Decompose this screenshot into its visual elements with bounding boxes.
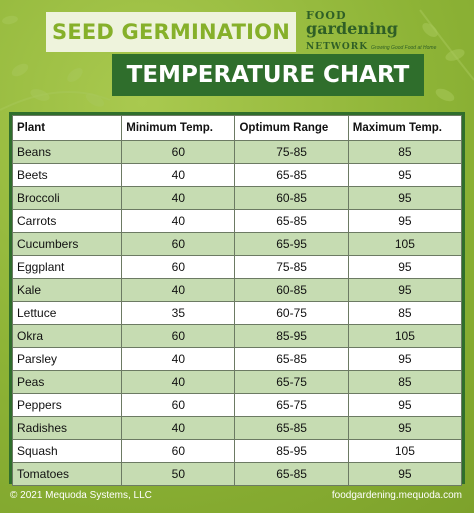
- cell-min-temp: 60: [121, 255, 236, 279]
- table-row: Tomatoes 50 65-85 95: [11, 462, 463, 486]
- cell-plant: Tomatoes: [11, 462, 123, 486]
- table-row: Beans 60 75-85 85: [11, 140, 463, 164]
- cell-optimum-range: 65-95: [234, 232, 349, 256]
- cell-plant: Eggplant: [11, 255, 123, 279]
- cell-min-temp: 60: [121, 439, 236, 463]
- cell-max-temp: 95: [347, 393, 463, 417]
- cell-max-temp: 85: [347, 370, 463, 394]
- cell-min-temp: 40: [121, 278, 236, 302]
- table-row: Cucumbers 60 65-95 105: [11, 232, 463, 256]
- cell-min-temp: 60: [121, 140, 236, 164]
- cell-max-temp: 95: [347, 209, 463, 233]
- cell-plant: Kale: [11, 278, 123, 302]
- cell-plant: Peas: [11, 370, 123, 394]
- cell-optimum-range: 85-95: [234, 439, 349, 463]
- cell-optimum-range: 65-75: [234, 370, 349, 394]
- table-row: Lettuce 35 60-75 85: [11, 301, 463, 325]
- table-row: Squash 60 85-95 105: [11, 439, 463, 463]
- cell-min-temp: 60: [121, 232, 236, 256]
- cell-optimum-range: 60-85: [234, 278, 349, 302]
- cell-plant: Lettuce: [11, 301, 123, 325]
- cell-plant: Beans: [11, 140, 123, 164]
- cell-plant: Peppers: [11, 393, 123, 417]
- table-header-row: Plant Minimum Temp. Optimum Range Maximu…: [11, 115, 463, 141]
- title-temperature-chart: TEMPERATURE CHART: [112, 54, 424, 96]
- cell-max-temp: 105: [347, 232, 463, 256]
- cell-optimum-range: 60-75: [234, 301, 349, 325]
- cell-min-temp: 40: [121, 163, 236, 187]
- logo-line-gardening: gardening: [306, 19, 398, 38]
- column-header-minimum-temp: Minimum Temp.: [121, 115, 236, 141]
- cell-min-temp: 40: [121, 347, 236, 371]
- cell-max-temp: 95: [347, 416, 463, 440]
- column-header-plant: Plant: [11, 115, 123, 141]
- cell-min-temp: 60: [121, 324, 236, 348]
- column-header-maximum-temp: Maximum Temp.: [347, 115, 463, 141]
- cell-optimum-range: 65-85: [234, 462, 349, 486]
- table-row: Beets 40 65-85 95: [11, 163, 463, 187]
- cell-optimum-range: 85-95: [234, 324, 349, 348]
- cell-optimum-range: 65-75: [234, 393, 349, 417]
- logo-line-food: FOOD: [306, 9, 347, 22]
- cell-optimum-range: 65-85: [234, 209, 349, 233]
- cell-max-temp: 95: [347, 347, 463, 371]
- cell-min-temp: 40: [121, 186, 236, 210]
- cell-plant: Cucumbers: [11, 232, 123, 256]
- cell-max-temp: 95: [347, 186, 463, 210]
- cell-plant: Squash: [11, 439, 123, 463]
- cell-plant: Broccoli: [11, 186, 123, 210]
- cell-optimum-range: 65-85: [234, 347, 349, 371]
- table-row: Peas 40 65-75 85: [11, 370, 463, 394]
- table-row: Eggplant 60 75-85 95: [11, 255, 463, 279]
- cell-plant: Okra: [11, 324, 123, 348]
- cell-max-temp: 95: [347, 163, 463, 187]
- cell-min-temp: 35: [121, 301, 236, 325]
- table-row: Peppers 60 65-75 95: [11, 393, 463, 417]
- cell-optimum-range: 65-85: [234, 163, 349, 187]
- germination-table: Plant Minimum Temp. Optimum Range Maximu…: [11, 115, 463, 486]
- cell-min-temp: 40: [121, 416, 236, 440]
- cell-plant: Carrots: [11, 209, 123, 233]
- cell-max-temp: 95: [347, 278, 463, 302]
- copyright-text: © 2021 Mequoda Systems, LLC: [10, 490, 152, 501]
- cell-plant: Radishes: [11, 416, 123, 440]
- table-row: Broccoli 40 60-85 95: [11, 186, 463, 210]
- cell-plant: Parsley: [11, 347, 123, 371]
- food-gardening-network-logo: FOOD gardening NETWORK Growing Good Food …: [306, 9, 446, 52]
- cell-optimum-range: 65-85: [234, 416, 349, 440]
- column-header-optimum-range: Optimum Range: [234, 115, 349, 141]
- table-row: Kale 40 60-85 95: [11, 278, 463, 302]
- cell-max-temp: 85: [347, 140, 463, 164]
- cell-optimum-range: 75-85: [234, 255, 349, 279]
- cell-max-temp: 85: [347, 301, 463, 325]
- title-seed-germination: SEED GERMINATION: [46, 12, 296, 52]
- cell-optimum-range: 75-85: [234, 140, 349, 164]
- cell-min-temp: 40: [121, 209, 236, 233]
- table-row: Okra 60 85-95 105: [11, 324, 463, 348]
- table-row: Radishes 40 65-85 95: [11, 416, 463, 440]
- germination-table-container: Plant Minimum Temp. Optimum Range Maximu…: [9, 112, 465, 486]
- cell-max-temp: 105: [347, 439, 463, 463]
- cell-max-temp: 95: [347, 255, 463, 279]
- logo-line-network: NETWORK: [306, 42, 369, 52]
- cell-max-temp: 95: [347, 462, 463, 486]
- table-row: Carrots 40 65-85 95: [11, 209, 463, 233]
- cell-min-temp: 60: [121, 393, 236, 417]
- website-text: foodgardening.mequoda.com: [331, 490, 462, 501]
- leaf-decoration: [0, 9, 474, 111]
- cell-plant: Beets: [11, 163, 123, 187]
- cell-optimum-range: 60-85: [234, 186, 349, 210]
- cell-min-temp: 50: [121, 462, 236, 486]
- logo-tagline: Growing Good Food at Home: [371, 45, 437, 51]
- cell-min-temp: 40: [121, 370, 236, 394]
- cell-max-temp: 105: [347, 324, 463, 348]
- table-row: Parsley 40 65-85 95: [11, 347, 463, 371]
